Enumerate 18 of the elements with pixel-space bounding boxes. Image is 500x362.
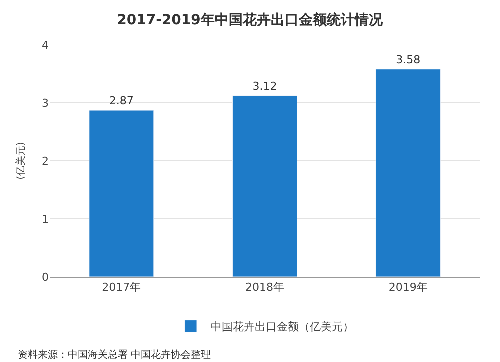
bar	[376, 69, 441, 277]
x-tick-label: 2019年	[388, 281, 428, 294]
legend-label: 中国花卉出口金额（亿美元）	[211, 320, 354, 334]
data-label: 3.58	[396, 53, 421, 66]
bar	[89, 110, 154, 277]
text: 资料来源：中国海关总署 中国花卉协会整理	[18, 349, 212, 361]
bar	[232, 96, 298, 277]
data-label: 2.87	[109, 94, 134, 108]
chart-title: 2017-2019年中国花卉出口金额统计情况	[117, 11, 384, 28]
y-axis-title: (亿美元)	[15, 142, 27, 180]
y-tick-label: 2	[42, 154, 49, 168]
y-tick-label: 3	[42, 96, 49, 110]
y-tick-label: 0	[42, 270, 49, 284]
x-tick-label: 2017年	[102, 281, 142, 294]
y-tick-label: 4	[42, 38, 49, 52]
data-label: 3.12	[252, 80, 278, 94]
y-tick-label: 1	[42, 212, 49, 226]
x-tick-label: 2018年	[246, 281, 284, 294]
